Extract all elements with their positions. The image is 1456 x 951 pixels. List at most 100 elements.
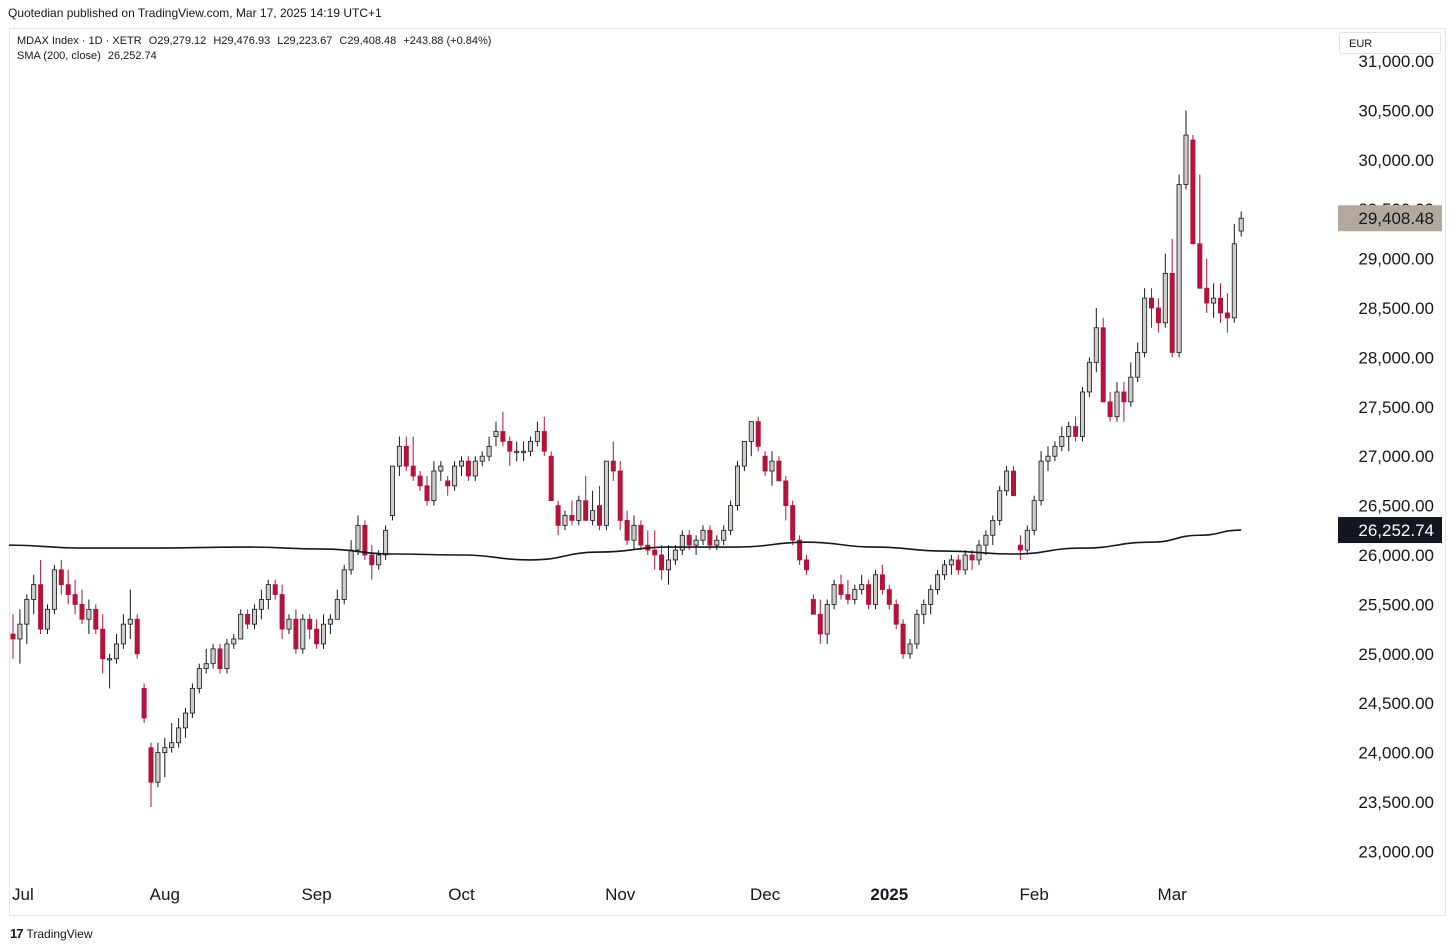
symbol-label: MDAX Index · 1D · XETR xyxy=(17,35,142,47)
candle-up xyxy=(721,529,727,541)
candle-up xyxy=(196,668,202,689)
candle-up xyxy=(431,470,437,502)
candle-down xyxy=(790,505,796,541)
candle-down xyxy=(838,584,844,595)
candle-down xyxy=(65,584,71,595)
candle-up xyxy=(1052,445,1058,457)
candle-up xyxy=(203,663,209,670)
candle-up xyxy=(679,534,685,551)
candle-down xyxy=(783,480,789,506)
y-tick-label: 27,000.00 xyxy=(1358,447,1434,466)
candle-up xyxy=(603,460,609,526)
candle-up xyxy=(155,752,161,783)
candle-down xyxy=(886,589,892,605)
sma-value: 26,252.74 xyxy=(107,50,157,62)
sma-legend-row: SMA (200, close) 26,252.74 xyxy=(17,49,495,64)
candle-down xyxy=(555,505,561,526)
candle-down xyxy=(893,604,899,625)
y-tick-label: 30,500.00 xyxy=(1358,101,1434,120)
candle-up xyxy=(1231,243,1237,319)
candle-down xyxy=(10,633,16,640)
candle-up xyxy=(852,589,858,600)
candle-up xyxy=(51,569,57,610)
candle-down xyxy=(1149,297,1155,309)
candle-down xyxy=(141,687,147,719)
candle-up xyxy=(396,445,402,467)
price-badges: 29,408.48 26,252.74 xyxy=(1338,205,1442,544)
y-tick-label: 29,000.00 xyxy=(1358,250,1434,269)
candle-down xyxy=(810,599,816,615)
candles xyxy=(10,110,1244,807)
sma-value-badge: 26,252.74 xyxy=(1358,521,1434,540)
x-tick-label: Nov xyxy=(605,885,636,904)
y-tick-label: 31,000.00 xyxy=(1358,52,1434,71)
candle-down xyxy=(817,613,823,635)
candle-up xyxy=(914,613,920,645)
last-price-badge-bg xyxy=(1338,205,1442,232)
time-axis: Jul Aug Sep Oct Nov Dec 2025 Feb Mar xyxy=(12,885,1187,904)
candle-up xyxy=(300,618,306,650)
candle-up xyxy=(238,613,244,640)
candle-up xyxy=(666,559,672,571)
candle-up xyxy=(348,549,354,571)
candle-down xyxy=(417,475,423,487)
candle-up xyxy=(935,574,941,590)
candle-up xyxy=(334,599,340,620)
candle-up xyxy=(1114,391,1120,418)
candle-up xyxy=(176,727,182,744)
candle-up xyxy=(24,599,30,625)
candle-down xyxy=(707,529,713,546)
candle-down xyxy=(624,520,630,541)
candle-up xyxy=(1238,217,1244,232)
candle-up xyxy=(921,604,927,615)
candle-up xyxy=(576,500,582,521)
candle-up xyxy=(127,618,133,625)
candle-down xyxy=(1011,470,1017,497)
candle-down xyxy=(541,431,547,452)
x-tick-label: Oct xyxy=(448,885,475,904)
currency-selector[interactable]: EUR xyxy=(1339,32,1441,54)
candle-up xyxy=(590,510,596,521)
candle-up xyxy=(182,712,188,729)
candle-up xyxy=(31,584,37,600)
candle-down xyxy=(403,445,409,467)
chart-frame[interactable] xyxy=(9,28,1446,916)
candle-up xyxy=(1038,460,1044,502)
tradingview-logo-icon[interactable]: 17 xyxy=(10,926,24,941)
candle-down xyxy=(134,618,140,655)
footer: 17 TradingView xyxy=(10,926,93,941)
candle-down xyxy=(1017,544,1023,551)
candle-down xyxy=(1073,426,1079,437)
y-tick-label: 25,000.00 xyxy=(1358,645,1434,664)
tradingview-brand[interactable]: TradingView xyxy=(26,926,93,941)
y-tick-label: 24,500.00 xyxy=(1358,694,1434,713)
candle-up xyxy=(728,505,734,531)
candle-up xyxy=(17,623,23,640)
candle-up xyxy=(521,450,527,453)
candle-down xyxy=(1100,327,1106,403)
candle-up xyxy=(1004,470,1010,492)
x-tick-label: Feb xyxy=(1020,885,1049,904)
candle-up xyxy=(107,658,113,661)
candle-down xyxy=(804,559,810,571)
candle-down xyxy=(1190,139,1196,245)
x-tick-label: Sep xyxy=(301,885,331,904)
candle-up xyxy=(997,490,1003,521)
candle-down xyxy=(762,455,768,472)
candle-down xyxy=(148,747,154,783)
candle-down xyxy=(659,554,665,571)
candle-up xyxy=(962,554,968,571)
candle-down xyxy=(307,618,313,630)
x-tick-label: 2025 xyxy=(870,885,908,904)
candle-up xyxy=(251,608,257,625)
candle-down xyxy=(652,549,658,556)
candle-up xyxy=(1128,376,1134,403)
candle-up xyxy=(1162,273,1168,324)
candle-up xyxy=(452,465,458,487)
candle-down xyxy=(900,623,906,655)
candle-up xyxy=(86,608,92,620)
candle-up xyxy=(320,623,326,645)
candle-down xyxy=(776,460,782,482)
close-value: C29,408.48 xyxy=(339,35,397,47)
